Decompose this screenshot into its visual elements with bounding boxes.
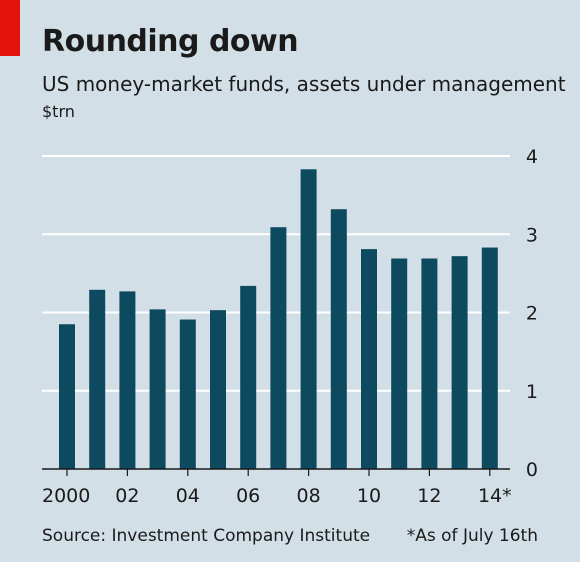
bar-10 (361, 249, 377, 469)
y-tick-label: 2 (526, 303, 538, 325)
bar-06 (240, 285, 257, 469)
bar-09 (330, 209, 347, 469)
x-tick-label: 02 (115, 485, 139, 507)
bar-2000 (59, 324, 75, 469)
x-tick-label: 04 (176, 485, 200, 507)
bar-01 (89, 289, 106, 469)
x-tick-label: 10 (357, 485, 381, 507)
bar-07 (270, 227, 287, 469)
source-note: Source: Investment Company Institute (42, 526, 371, 546)
bar-05 (210, 310, 226, 469)
bar-08 (300, 169, 317, 470)
bar-04 (179, 319, 196, 469)
bar-03 (149, 309, 166, 469)
y-tick-label: 0 (526, 459, 538, 481)
chart-subtitle: US money-market funds, assets under mana… (42, 72, 566, 96)
bar-13 (451, 256, 468, 469)
x-tick-label: 06 (236, 485, 260, 507)
x-tick-label: 12 (417, 485, 441, 507)
footnote: *As of July 16th (406, 526, 538, 546)
x-tick-label: 14* (478, 485, 512, 507)
y-tick-label: 3 (526, 224, 538, 246)
bar-02 (119, 291, 136, 469)
y-tick-label: 1 (526, 381, 538, 403)
y-tick-label: 4 (526, 146, 538, 168)
brand-red-tab (0, 0, 20, 56)
chart-unit: $trn (42, 102, 75, 121)
bar-14* (481, 247, 498, 469)
x-tick-label: 08 (297, 485, 321, 507)
bar-12 (421, 258, 438, 469)
chart-title: Rounding down (42, 24, 299, 59)
bar-11 (391, 258, 408, 469)
x-tick-label: 2000 (42, 485, 90, 507)
